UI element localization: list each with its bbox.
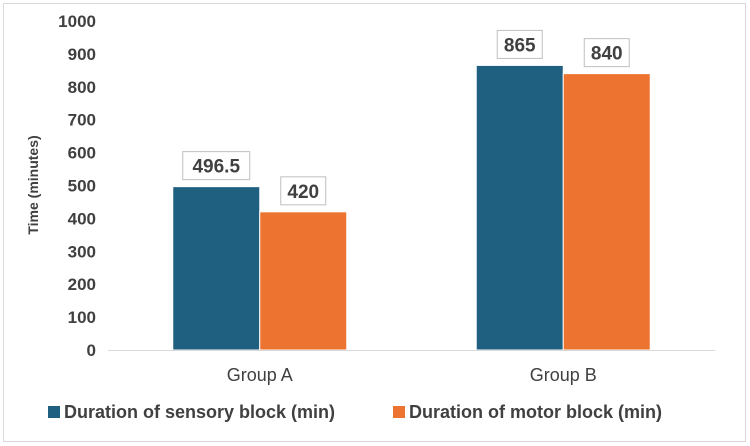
data-label: 865: [504, 35, 536, 56]
legend-swatch: [48, 406, 60, 418]
y-tick-label: 800: [68, 78, 96, 97]
y-tick-label: 600: [68, 144, 96, 163]
y-axis-ticks: 0 100 200 300 400 500 600 700 800 900 1000: [58, 12, 96, 360]
legend-swatch: [393, 406, 405, 418]
data-label: 420: [287, 182, 319, 203]
y-tick-label: 1000: [58, 12, 96, 31]
data-label: 496.5: [192, 157, 240, 178]
bar-sensory-group-a: [172, 186, 261, 351]
y-tick-label: 700: [68, 111, 96, 130]
bar-motor-group-a: [259, 211, 348, 351]
bar-sensory-group-b: [475, 64, 564, 351]
y-tick-label: 900: [68, 45, 96, 64]
data-label-box: [280, 176, 327, 206]
y-tick-label: 200: [68, 275, 96, 294]
y-tick-label: 0: [87, 341, 96, 360]
legend: Duration of sensory block (min) Duration …: [48, 402, 662, 422]
y-tick-label: 400: [68, 209, 96, 228]
data-label-box: [583, 38, 630, 68]
x-category-label: Group B: [530, 365, 597, 385]
x-category-label: Group A: [227, 365, 293, 385]
bars: [172, 64, 651, 351]
data-label-box: [182, 151, 251, 181]
legend-label: Duration of motor block (min): [409, 402, 662, 422]
y-tick-label: 300: [68, 242, 96, 261]
legend-label: Duration of sensory block (min): [64, 402, 335, 422]
bar-motor-group-b: [562, 73, 651, 351]
y-axis-title: Time (minutes): [25, 135, 41, 234]
y-tick-label: 500: [68, 177, 96, 196]
data-labels: 496.5 420 865 840: [182, 29, 630, 206]
data-label-box: [496, 29, 543, 59]
y-tick-label: 100: [68, 308, 96, 327]
data-label: 840: [591, 44, 623, 65]
x-axis-categories: Group A Group B: [227, 365, 597, 385]
